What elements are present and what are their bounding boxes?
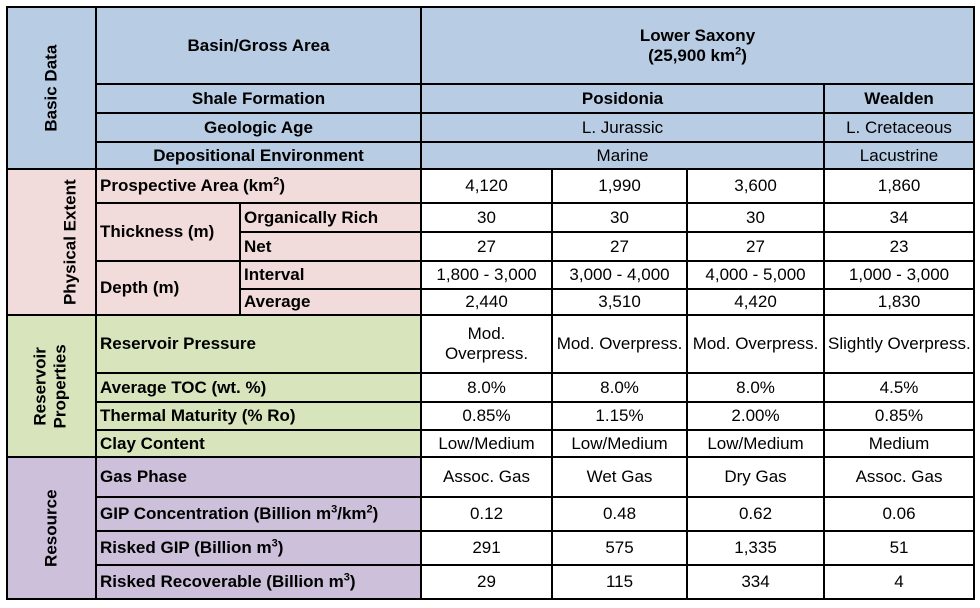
- thermal-maturity-value: 1.15%: [551, 401, 689, 431]
- formation-wealden: Wealden: [823, 83, 976, 114]
- basin-area: (25,900 km2): [648, 44, 747, 65]
- thermal-maturity-value: 0.85%: [823, 401, 976, 431]
- thickness-label: Thickness (m): [95, 202, 241, 262]
- average-depth-label: Average: [238, 288, 423, 316]
- thermal-maturity-value: 2.00%: [686, 401, 826, 431]
- basin-cell: Lower Saxony (25,900 km2): [420, 6, 976, 85]
- gas-phase-value: Wet Gas: [551, 456, 689, 498]
- reservoir-pressure-value: Mod. Overpress.: [420, 314, 554, 374]
- average-toc-value: 8.0%: [686, 372, 826, 403]
- average-depth-value: 1,830: [823, 288, 976, 316]
- section-label-reservoir: Reservoir Properties: [31, 343, 71, 429]
- risked-gip-value: 1,335: [686, 530, 826, 566]
- section-label-basic: Basic Data: [41, 44, 61, 132]
- interval-value: 3,000 - 4,000: [551, 260, 689, 290]
- net-value: 23: [823, 231, 976, 262]
- organically-rich-value: 30: [551, 202, 689, 233]
- section-resource: Resource: [6, 456, 97, 600]
- gas-phase-label: Gas Phase: [94, 456, 423, 498]
- basin-label: Basin/Gross Area: [94, 6, 423, 85]
- prospective-area-value: 4,120: [420, 168, 554, 204]
- prospective-area-label: Prospective Area (km2): [94, 168, 423, 204]
- clay-content-label: Clay Content: [94, 429, 423, 458]
- risked-recoverable-value: 334: [686, 564, 826, 600]
- net-label: Net: [238, 231, 423, 262]
- interval-value: 1,000 - 3,000: [823, 260, 976, 290]
- clay-content-value: Low/Medium: [551, 429, 689, 458]
- age-wealden: L. Cretaceous: [823, 112, 976, 143]
- depth-label: Depth (m): [95, 260, 241, 316]
- clay-content-value: Medium: [823, 429, 976, 458]
- risked-recoverable-value: 4: [823, 564, 976, 600]
- gip-concentration-value: 0.06: [823, 496, 976, 532]
- gip-concentration-value: 0.48: [551, 496, 689, 532]
- risked-gip-label: Risked GIP (Billion m3): [94, 530, 423, 566]
- shale-resource-table: Basic Data Basin/Gross Area Lower Saxony…: [6, 6, 976, 600]
- average-toc-value: 8.0%: [420, 372, 554, 403]
- organically-rich-value: 30: [686, 202, 826, 233]
- organically-rich-value: 30: [420, 202, 554, 233]
- risked-gip-value: 291: [420, 530, 554, 566]
- gip-concentration-value: 0.62: [686, 496, 826, 532]
- gip-concentration-value: 0.12: [420, 496, 554, 532]
- clay-content-value: Low/Medium: [686, 429, 826, 458]
- interval-label: Interval: [238, 260, 423, 290]
- risked-recoverable-value: 115: [551, 564, 689, 600]
- net-value: 27: [686, 231, 826, 262]
- organically-rich-value: 34: [823, 202, 976, 233]
- net-value: 27: [551, 231, 689, 262]
- prospective-area-value: 1,990: [551, 168, 689, 204]
- thermal-maturity-value: 0.85%: [420, 401, 554, 431]
- section-reservoir-properties: Reservoir Properties: [6, 314, 97, 458]
- formation-posidonia: Posidonia: [420, 83, 826, 114]
- average-toc-value: 4.5%: [823, 372, 976, 403]
- section-label-resource: Resource: [41, 489, 61, 567]
- risked-recoverable-label: Risked Recoverable (Billion m3): [94, 564, 423, 600]
- risked-recoverable-value: 29: [420, 564, 554, 600]
- reservoir-pressure-value: Mod. Overpress.: [551, 314, 689, 374]
- gas-phase-value: Assoc. Gas: [420, 456, 554, 498]
- average-toc-label: Average TOC (wt. %): [94, 372, 423, 403]
- average-depth-value: 4,420: [686, 288, 826, 316]
- env-posidonia: Marine: [420, 141, 826, 170]
- gip-concentration-label: GIP Concentration (Billion m3/km2): [94, 496, 423, 532]
- average-toc-value: 8.0%: [551, 372, 689, 403]
- basin-name: Lower Saxony: [639, 25, 756, 45]
- prospective-area-value: 1,860: [823, 168, 976, 204]
- gas-phase-value: Dry Gas: [686, 456, 826, 498]
- age-posidonia: L. Jurassic: [420, 112, 826, 143]
- interval-value: 4,000 - 5,000: [686, 260, 826, 290]
- depositional-env-label: Depositional Environment: [94, 141, 423, 170]
- env-wealden: Lacustrine: [823, 141, 976, 170]
- prospective-area-value: 3,600: [686, 168, 826, 204]
- reservoir-pressure-value: Slightly Overpress.: [823, 314, 976, 374]
- risked-gip-value: 575: [551, 530, 689, 566]
- interval-value: 1,800 - 3,000: [420, 260, 554, 290]
- average-depth-value: 2,440: [420, 288, 554, 316]
- shale-formation-label: Shale Formation: [94, 83, 423, 114]
- section-physical-extent: Physical Extent: [6, 168, 97, 316]
- gas-phase-value: Assoc. Gas: [823, 456, 976, 498]
- thermal-maturity-label: Thermal Maturity (% Ro): [94, 401, 423, 431]
- average-depth-value: 3,510: [551, 288, 689, 316]
- reservoir-pressure-value: Mod. Overpress.: [686, 314, 826, 374]
- section-basic-data: Basic Data: [6, 6, 97, 170]
- reservoir-pressure-label: Reservoir Pressure: [94, 314, 423, 374]
- risked-gip-value: 51: [823, 530, 976, 566]
- organically-rich-label: Organically Rich: [238, 202, 423, 233]
- geologic-age-label: Geologic Age: [94, 112, 423, 143]
- clay-content-value: Low/Medium: [420, 429, 554, 458]
- section-label-physical: Physical Extent: [60, 179, 80, 305]
- net-value: 27: [420, 231, 554, 262]
